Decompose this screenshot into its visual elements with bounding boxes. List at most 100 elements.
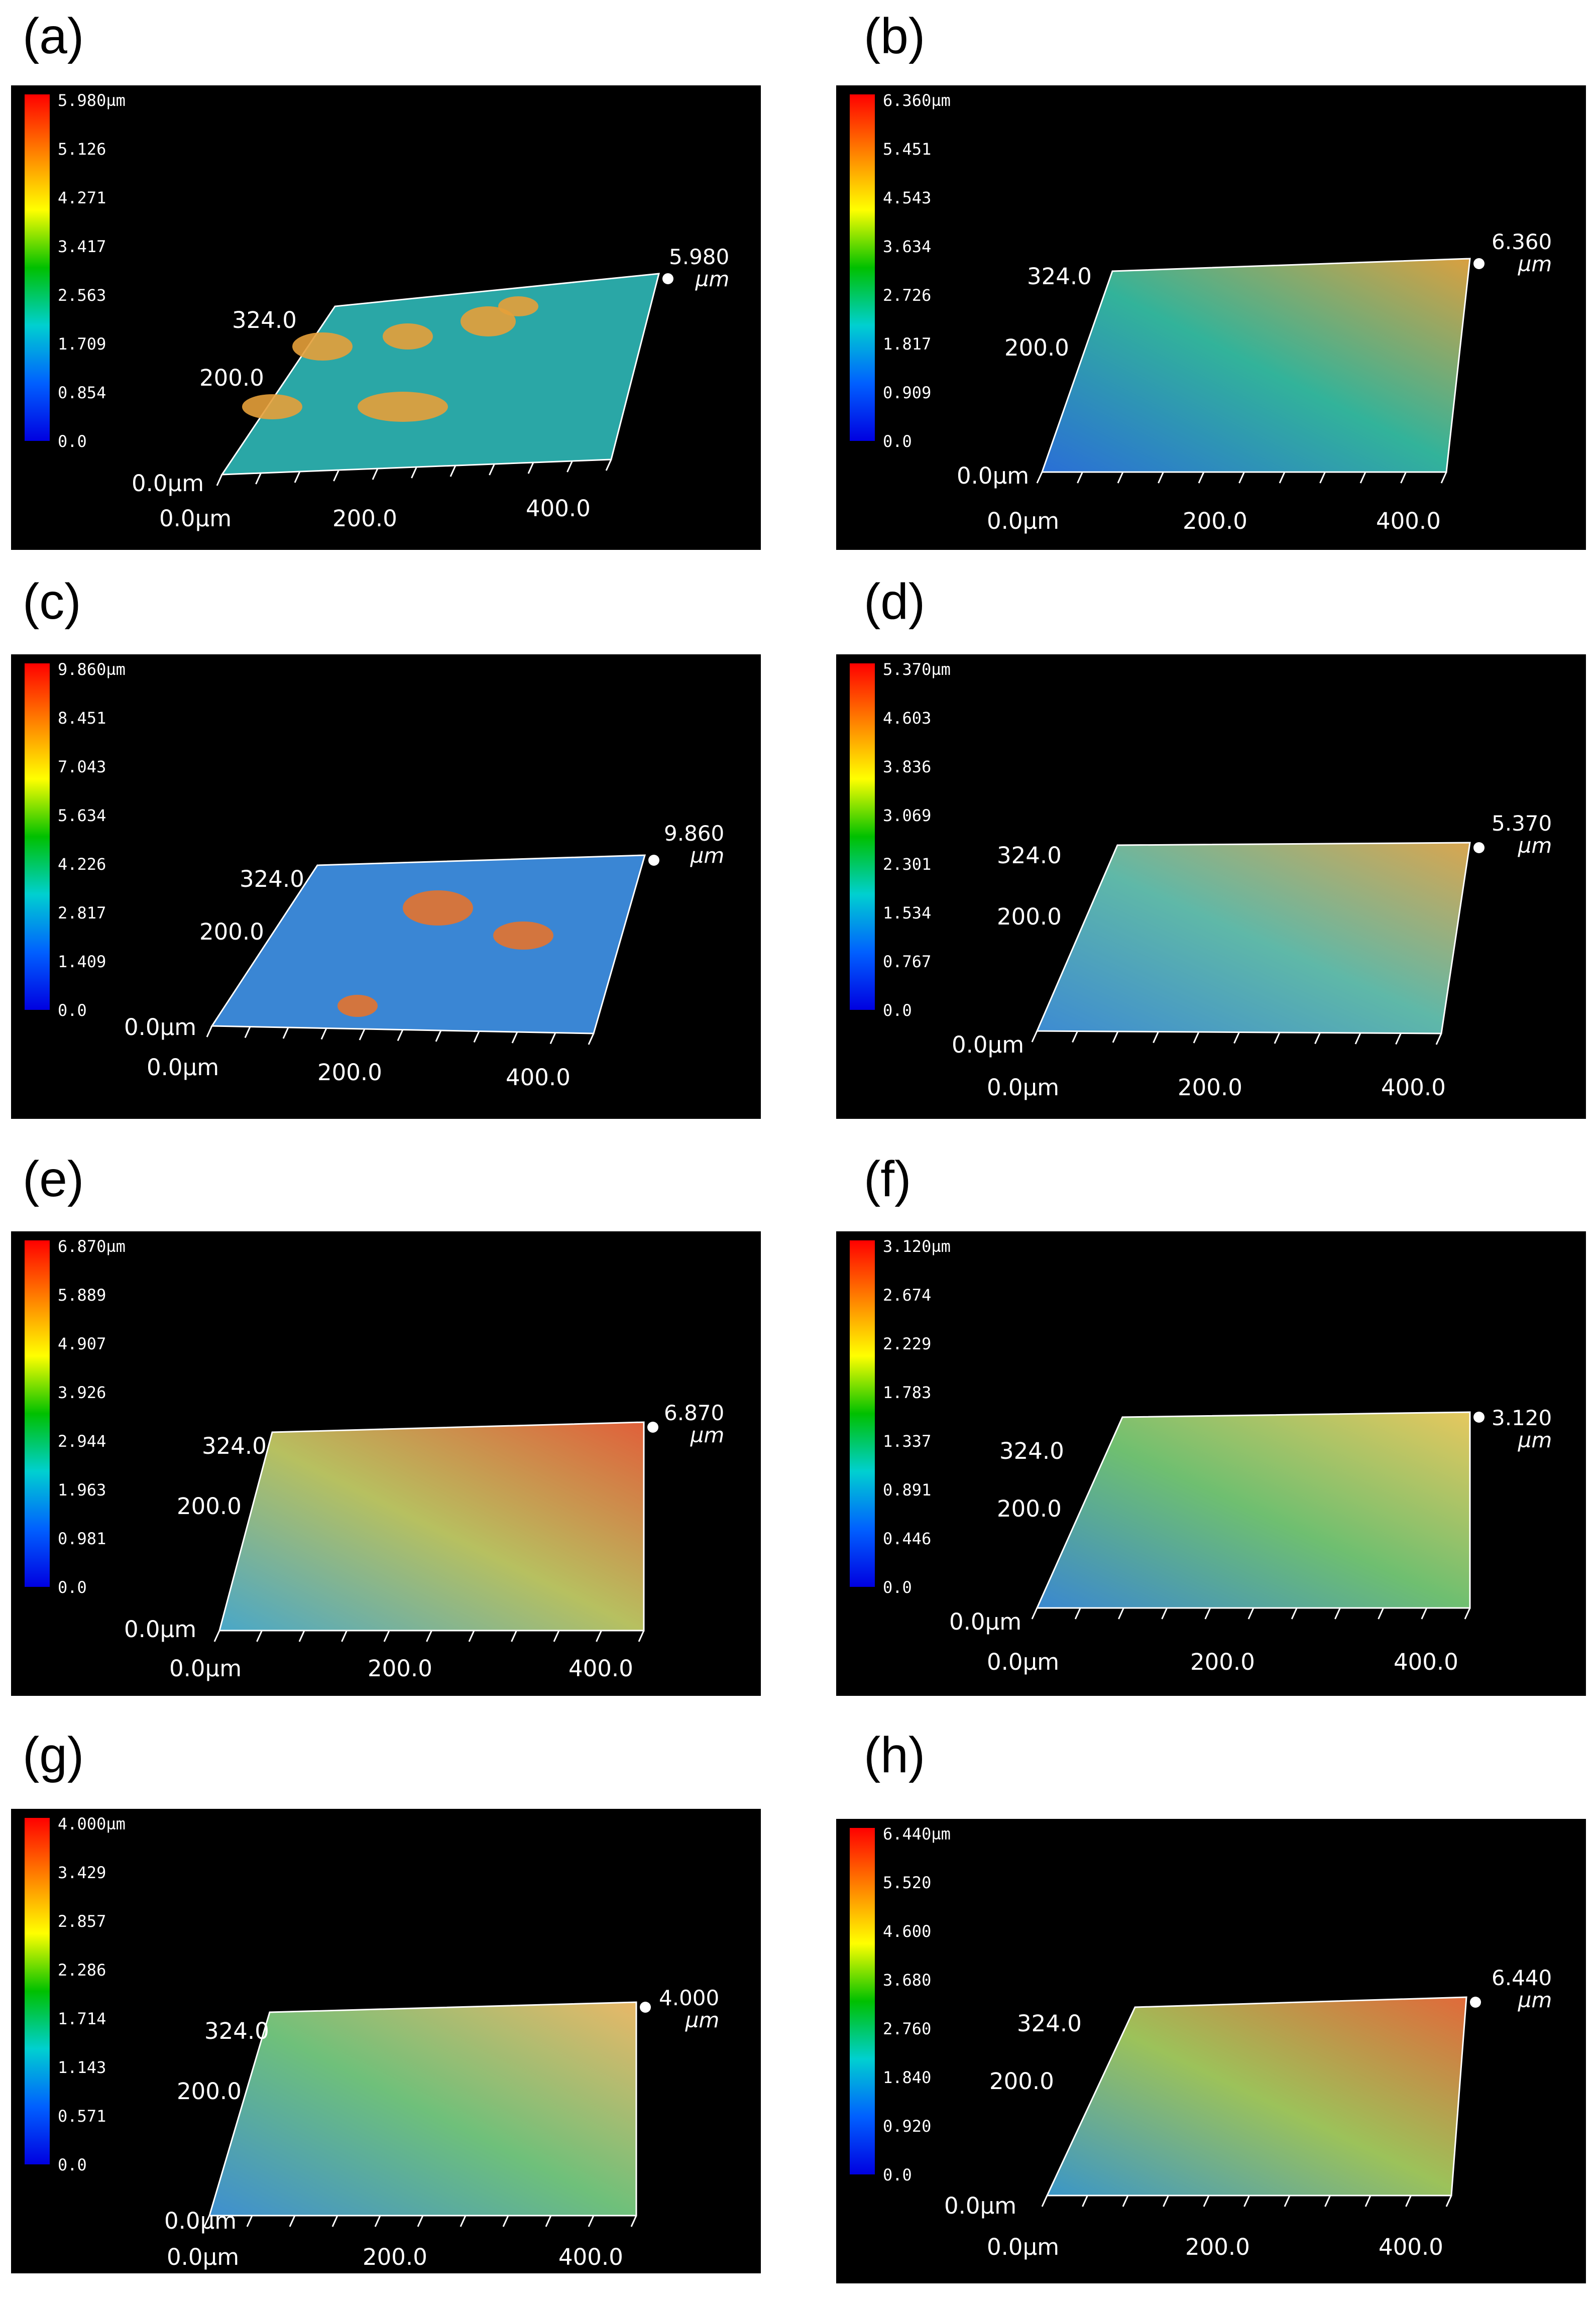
scale-label: 1.817 bbox=[883, 334, 932, 354]
surface-map-panel-h: 6.440µm 5.520 4.600 3.680 2.760 1.840 0.… bbox=[836, 1819, 1586, 2283]
color-scale-bar bbox=[850, 1828, 875, 2174]
height-peak bbox=[493, 921, 553, 950]
x-axis-label: 400.0 bbox=[1376, 508, 1441, 534]
surface-area bbox=[208, 2001, 637, 2217]
height-peak bbox=[498, 296, 538, 316]
scale-label: 2.817 bbox=[58, 903, 106, 923]
color-scale-bar bbox=[25, 1818, 50, 2164]
surface-area bbox=[218, 1421, 645, 1632]
y-axis-label: 0.0µm bbox=[949, 1608, 1022, 1635]
x-tick bbox=[511, 1630, 517, 1642]
x-tick bbox=[298, 1630, 305, 1642]
x-tick bbox=[435, 1030, 442, 1042]
y-axis-label: 200.0 bbox=[177, 1493, 242, 1520]
panel-label-d: (d) bbox=[864, 573, 926, 630]
x-tick bbox=[417, 2215, 424, 2227]
x-tick bbox=[372, 468, 379, 480]
scale-label: 1.709 bbox=[58, 334, 106, 354]
x-tick bbox=[426, 1630, 432, 1642]
color-scale-bar bbox=[25, 663, 50, 1010]
z-axis-marker bbox=[662, 273, 673, 284]
z-axis-marker bbox=[1473, 258, 1485, 269]
x-axis-label: 200.0 bbox=[332, 505, 397, 532]
scale-label: 4.603 bbox=[883, 709, 932, 728]
x-tick bbox=[1122, 2195, 1129, 2207]
scale-label: 5.126 bbox=[58, 140, 106, 159]
x-tick bbox=[473, 1030, 480, 1043]
x-axis-label: 0.0µm bbox=[169, 1655, 242, 1682]
surface-plot bbox=[206, 854, 659, 1045]
x-tick bbox=[282, 1027, 289, 1039]
x-axis-label: 0.0µm bbox=[987, 1074, 1060, 1101]
scale-label: 9.860µm bbox=[58, 660, 126, 679]
scale-label: 0.854 bbox=[58, 383, 106, 402]
x-axis-label: 0.0µm bbox=[167, 2244, 240, 2270]
x-axis-label: 400.0 bbox=[558, 2244, 623, 2270]
y-axis-label: 0.0µm bbox=[132, 470, 204, 497]
x-tick bbox=[1204, 1607, 1211, 1620]
y-axis-label: 200.0 bbox=[1004, 334, 1069, 361]
scale-label: 3.634 bbox=[883, 237, 932, 256]
scale-label: 2.301 bbox=[883, 855, 932, 874]
x-axis-label: 200.0 bbox=[1178, 1074, 1242, 1101]
x-tick bbox=[1031, 1607, 1038, 1620]
surface-map-panel-g: 4.000µm 3.429 2.857 2.286 1.714 1.143 0.… bbox=[11, 1809, 761, 2273]
scale-label: 2.563 bbox=[58, 286, 106, 305]
y-axis-label: 0.0µm bbox=[124, 1616, 197, 1643]
y-axis-label: 324.0 bbox=[232, 307, 297, 333]
scale-label: 6.870µm bbox=[58, 1237, 126, 1256]
scale-label: 2.726 bbox=[883, 286, 932, 305]
scale-label: 0.0 bbox=[58, 432, 87, 451]
z-max-value: 6.440 µm bbox=[1492, 1966, 1552, 2013]
x-tick bbox=[1324, 2195, 1331, 2207]
x-tick bbox=[638, 1630, 645, 1642]
x-axis-label: 0.0µm bbox=[987, 2234, 1060, 2260]
scale-label: 1.714 bbox=[58, 2009, 106, 2028]
x-tick bbox=[1036, 472, 1043, 484]
y-axis-label: 0.0µm bbox=[944, 2193, 1017, 2219]
x-tick bbox=[1198, 472, 1205, 484]
color-scale-bar bbox=[850, 94, 875, 441]
scale-label: 1.143 bbox=[58, 2058, 106, 2077]
panel-label-e: (e) bbox=[23, 1151, 84, 1207]
y-axis-label: 324.0 bbox=[240, 866, 304, 892]
scale-label: 2.674 bbox=[883, 1286, 932, 1305]
x-tick bbox=[549, 1032, 556, 1045]
z-axis-marker bbox=[647, 1422, 658, 1433]
scale-label: 1.963 bbox=[58, 1480, 106, 1500]
x-tick bbox=[1193, 1031, 1200, 1044]
x-tick bbox=[566, 460, 573, 473]
x-tick bbox=[1163, 2195, 1169, 2207]
scale-label: 3.836 bbox=[883, 757, 932, 776]
x-tick bbox=[1158, 472, 1164, 484]
height-peak bbox=[292, 332, 353, 361]
x-tick bbox=[596, 1630, 602, 1642]
y-axis-label: 0.0µm bbox=[124, 1014, 197, 1041]
x-tick bbox=[333, 470, 339, 482]
z-axis-marker bbox=[1473, 842, 1485, 853]
x-axis-label: 200.0 bbox=[1185, 2234, 1250, 2260]
z-max-value: 9.860 µm bbox=[664, 821, 725, 868]
x-tick bbox=[206, 1025, 213, 1037]
height-peak bbox=[337, 995, 378, 1017]
x-tick bbox=[1203, 2195, 1210, 2207]
x-tick bbox=[1074, 1607, 1081, 1620]
x-axis-label: 0.0µm bbox=[147, 1054, 219, 1081]
surface-map-panel-f: 3.120µm 2.674 2.229 1.783 1.337 0.891 0.… bbox=[836, 1231, 1586, 1696]
x-tick bbox=[383, 1630, 390, 1642]
x-axis-label: 400.0 bbox=[526, 495, 591, 522]
x-tick bbox=[630, 2215, 637, 2227]
panel-label-c: (c) bbox=[23, 573, 81, 630]
scale-label: 4.600 bbox=[883, 1922, 932, 1941]
scale-label: 4.271 bbox=[58, 188, 106, 207]
scale-label: 1.783 bbox=[883, 1383, 932, 1402]
scale-label: 0.571 bbox=[58, 2107, 106, 2126]
x-tick bbox=[1118, 1607, 1124, 1620]
x-axis-label: 400.0 bbox=[1394, 1649, 1458, 1675]
x-tick bbox=[1284, 2195, 1291, 2207]
x-tick bbox=[294, 471, 301, 483]
x-tick bbox=[1153, 1031, 1159, 1044]
surface-plot bbox=[216, 273, 673, 486]
x-tick bbox=[1378, 1607, 1384, 1620]
x-tick bbox=[1279, 472, 1286, 484]
